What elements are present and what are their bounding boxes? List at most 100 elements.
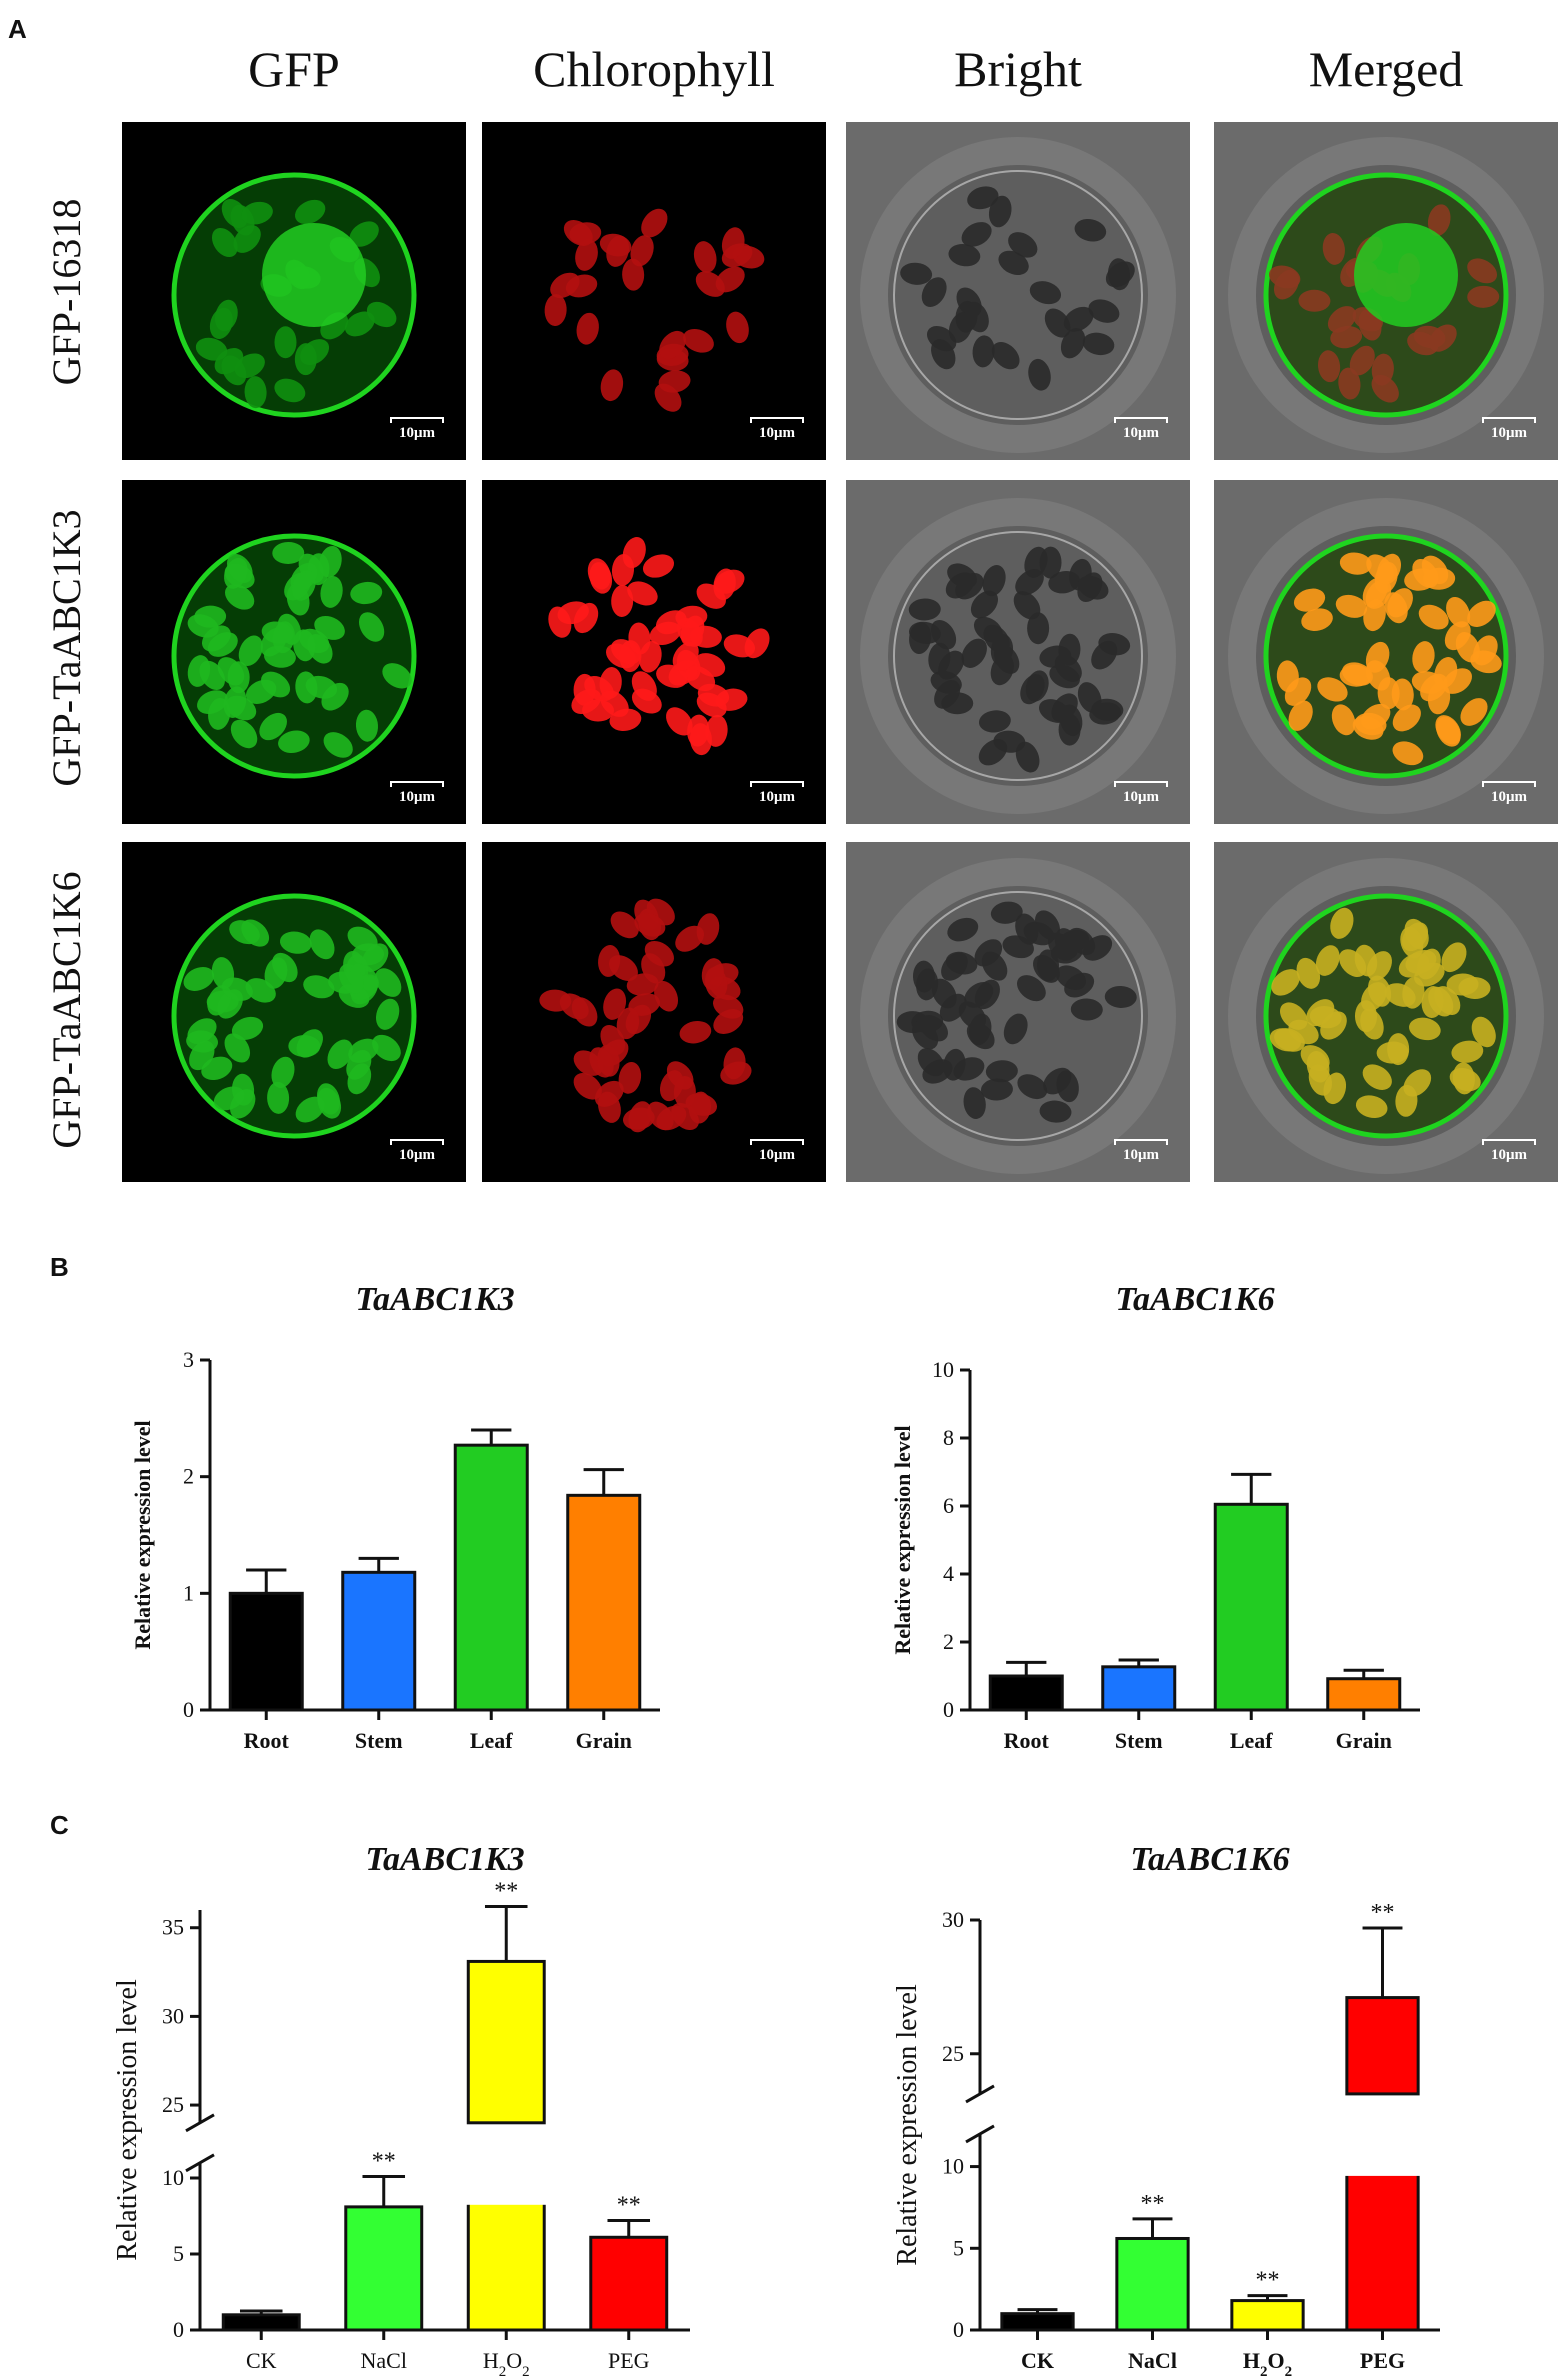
x-tick-label: Grain xyxy=(1336,1728,1392,1753)
y-tick-label: 0 xyxy=(953,2317,964,2342)
bar-h2o2-upper xyxy=(466,1959,546,2125)
x-tick-label: Grain xyxy=(576,1728,632,1753)
scale-bar: 10μm xyxy=(1114,781,1168,806)
y-tick-label: 10 xyxy=(162,2165,184,2190)
y-axis-label: Relative expression level xyxy=(892,1984,923,2266)
scale-bar: 10μm xyxy=(1114,1139,1168,1164)
column-header-merged: Merged xyxy=(1308,41,1464,97)
scale-bar-label: 10μm xyxy=(1123,1147,1159,1163)
y-tick-label: 6 xyxy=(943,1493,954,1518)
micrograph-16318-chlorophyll: 10μm xyxy=(482,122,826,460)
x-tick-label: Leaf xyxy=(1230,1728,1273,1753)
bar-leaf xyxy=(1213,1502,1289,1712)
y-tick-label: 30 xyxy=(162,2003,184,2028)
y-axis-label: Relative expression level xyxy=(112,1979,143,2261)
y-tick-label: 1 xyxy=(183,1580,194,1605)
x-tick-label: Stem xyxy=(355,1728,403,1753)
x-tick-label: CK xyxy=(246,2348,277,2373)
scale-bar: 10μm xyxy=(1114,417,1168,442)
x-tick-label: H2O2 xyxy=(1243,2348,1292,2379)
scale-bar-label: 10μm xyxy=(399,789,435,805)
axis-break-mark xyxy=(965,2084,995,2104)
chart-title: TaABC1K3 xyxy=(355,1281,514,1318)
micrograph-taabc1k3-gfp: 10μm xyxy=(122,480,466,824)
axis-break-mark xyxy=(185,2153,215,2173)
axis-break-mark xyxy=(965,2124,995,2144)
scale-bar-label: 10μm xyxy=(759,1147,795,1163)
micrograph-taabc1k3-bright: 10μm xyxy=(846,480,1190,824)
scale-bar-label: 10μm xyxy=(1123,425,1159,441)
row-label-gfp-16318: GFP-16318 xyxy=(44,198,89,386)
chart-c-taabc1k6: TaABC1K6 Relative expression level 0 5 10 25 3… xyxy=(880,1830,1500,2379)
y-tick-label: 0 xyxy=(173,2317,184,2342)
row-label-gfp-taabc1k6: GFP-TaABC1K6 xyxy=(44,871,89,1149)
x-tick-label: Stem xyxy=(1115,1728,1163,1753)
y-axis-label: Relative expression level xyxy=(890,1425,915,1654)
significance-marker: ** xyxy=(1141,2191,1165,2217)
x-tick-label: PEG xyxy=(1360,2348,1405,2373)
bar-grain xyxy=(1326,1677,1402,1712)
column-header-bright: Bright xyxy=(954,41,1082,97)
scale-bar-label: 10μm xyxy=(1491,789,1527,805)
row-label-gfp-taabc1k3: GFP-TaABC1K3 xyxy=(44,509,89,787)
scale-bar: 10μm xyxy=(750,417,804,442)
scale-bar-label: 10μm xyxy=(1491,1147,1527,1163)
micrograph-16318-bright: 10μm xyxy=(846,122,1190,460)
bar-h2o2 xyxy=(1230,2299,1305,2332)
y-tick-label: 8 xyxy=(943,1425,954,1450)
x-tick-label: H2O2 xyxy=(483,2348,530,2379)
x-tick-label: Root xyxy=(1004,1728,1050,1753)
bar-peg xyxy=(589,2235,669,2332)
significance-marker: ** xyxy=(1256,2268,1280,2294)
y-tick-label: 25 xyxy=(162,2092,184,2117)
bar-root xyxy=(228,1591,304,1712)
significance-marker: ** xyxy=(494,1878,518,1904)
scale-bar: 10μm xyxy=(390,417,444,442)
x-tick-label: Root xyxy=(244,1728,290,1753)
scale-bar: 10μm xyxy=(1482,417,1536,442)
y-tick-label: 35 xyxy=(162,1915,184,1940)
chart-title: TaABC1K6 xyxy=(1115,1281,1274,1318)
x-tick-label: CK xyxy=(1021,2348,1054,2373)
y-tick-label: 0 xyxy=(183,1697,194,1722)
x-tick-label: Leaf xyxy=(470,1728,513,1753)
scale-bar: 10μm xyxy=(1482,781,1536,806)
x-tick-label: NaCl xyxy=(1128,2348,1177,2373)
scale-bar-label: 10μm xyxy=(1123,789,1159,805)
y-tick-label: 25 xyxy=(942,2041,964,2066)
y-tick-label: 2 xyxy=(183,1464,194,1489)
y-axis-label: Relative expression level xyxy=(130,1420,155,1649)
y-tick-label: 5 xyxy=(173,2241,184,2266)
scale-bar-label: 10μm xyxy=(1491,425,1527,441)
panel-a-letter: A xyxy=(8,14,27,44)
x-tick-label: PEG xyxy=(608,2348,650,2373)
micrograph-taabc1k6-bright: 10μm xyxy=(846,842,1190,1182)
scale-bar: 10μm xyxy=(1482,1139,1536,1164)
column-header-gfp: GFP xyxy=(248,41,340,97)
y-tick-label: 2 xyxy=(943,1629,954,1654)
bar-stem xyxy=(341,1570,417,1712)
micrograph-16318-gfp: 10μm xyxy=(122,122,466,460)
panel-c-letter: C xyxy=(50,1810,69,1840)
scale-bar-label: 10μm xyxy=(759,789,795,805)
significance-marker: ** xyxy=(372,2148,396,2174)
bar-nacl xyxy=(344,2205,424,2332)
bar-grain xyxy=(566,1493,642,1712)
scale-bar: 10μm xyxy=(390,781,444,806)
scale-bar-label: 10μm xyxy=(399,1147,435,1163)
bar-ck xyxy=(221,2313,301,2332)
micrograph-taabc1k6-chlorophyll: 10μm xyxy=(482,842,826,1182)
panel-b-letter: B xyxy=(50,1252,69,1282)
bar-break-gap xyxy=(1344,2131,1421,2176)
bar-ck xyxy=(1000,2312,1075,2332)
chart-title: TaABC1K6 xyxy=(1130,1841,1289,1878)
scale-bar: 10μm xyxy=(390,1139,444,1164)
x-tick-label: NaCl xyxy=(361,2348,407,2373)
y-tick-label: 4 xyxy=(943,1561,954,1586)
bar-nacl xyxy=(1115,2236,1190,2332)
micrograph-taabc1k6-merged: 10μm xyxy=(1214,842,1558,1182)
micrograph-taabc1k3-merged: 10μm xyxy=(1214,480,1558,824)
scale-bar-label: 10μm xyxy=(399,425,435,441)
y-tick-label: 0 xyxy=(943,1697,954,1722)
bar-stem xyxy=(1101,1665,1177,1712)
